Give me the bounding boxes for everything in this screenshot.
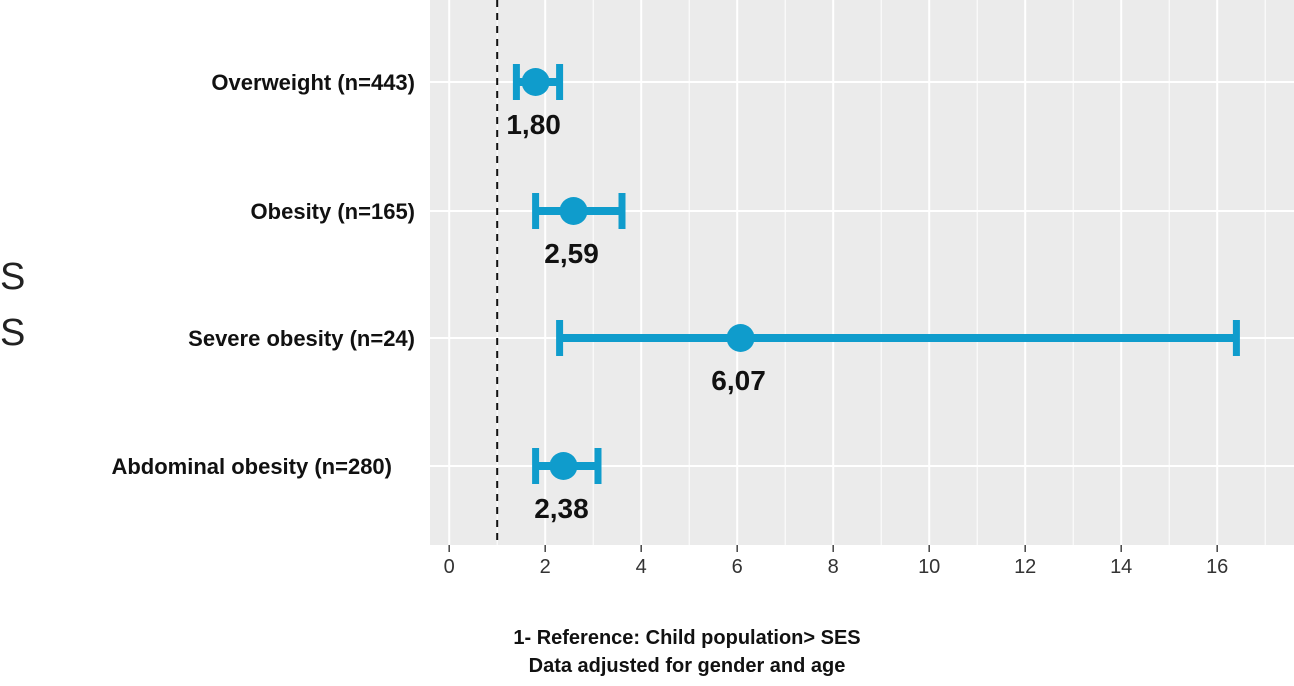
x-tick-label: 0: [444, 556, 455, 578]
estimate-label: 1,80: [506, 109, 561, 140]
x-tick-label: 10: [918, 556, 940, 578]
x-tick-label: 4: [636, 556, 647, 578]
x-tick-label: 14: [1110, 556, 1132, 578]
x-tick-label: 16: [1206, 556, 1228, 578]
footnote-adjustment: Data adjusted for gender and age: [528, 655, 846, 677]
cropped-axis-letter: S: [0, 312, 26, 354]
category-label: Overweight (n=443): [211, 70, 415, 95]
estimate-label: 6,07: [711, 365, 766, 396]
x-tick-label: 12: [1014, 556, 1036, 578]
x-tick-label: 6: [732, 556, 743, 578]
estimate-point: [559, 197, 588, 225]
estimate-point: [521, 68, 550, 96]
estimate-label: 2,59: [544, 238, 599, 269]
estimate-label: 2,38: [534, 493, 589, 524]
footnote-reference: 1- Reference: Child population> SES: [513, 627, 861, 649]
category-label: Severe obesity (n=24): [188, 326, 415, 351]
x-tick-label: 8: [828, 556, 839, 578]
x-tick-label: 2: [540, 556, 551, 578]
forest-plot: 0 2 4 6 8 10 12 14 16 1,80 Overweight (n=443) 2,59 O…: [111, 0, 1294, 578]
estimate-point: [549, 452, 578, 480]
cropped-axis-letter: S: [0, 256, 26, 298]
category-label: Obesity (n=165): [251, 199, 415, 224]
estimate-point: [726, 324, 755, 352]
category-label: Abdominal obesity (n=280): [111, 454, 392, 479]
plot-panel: [430, 0, 1294, 545]
